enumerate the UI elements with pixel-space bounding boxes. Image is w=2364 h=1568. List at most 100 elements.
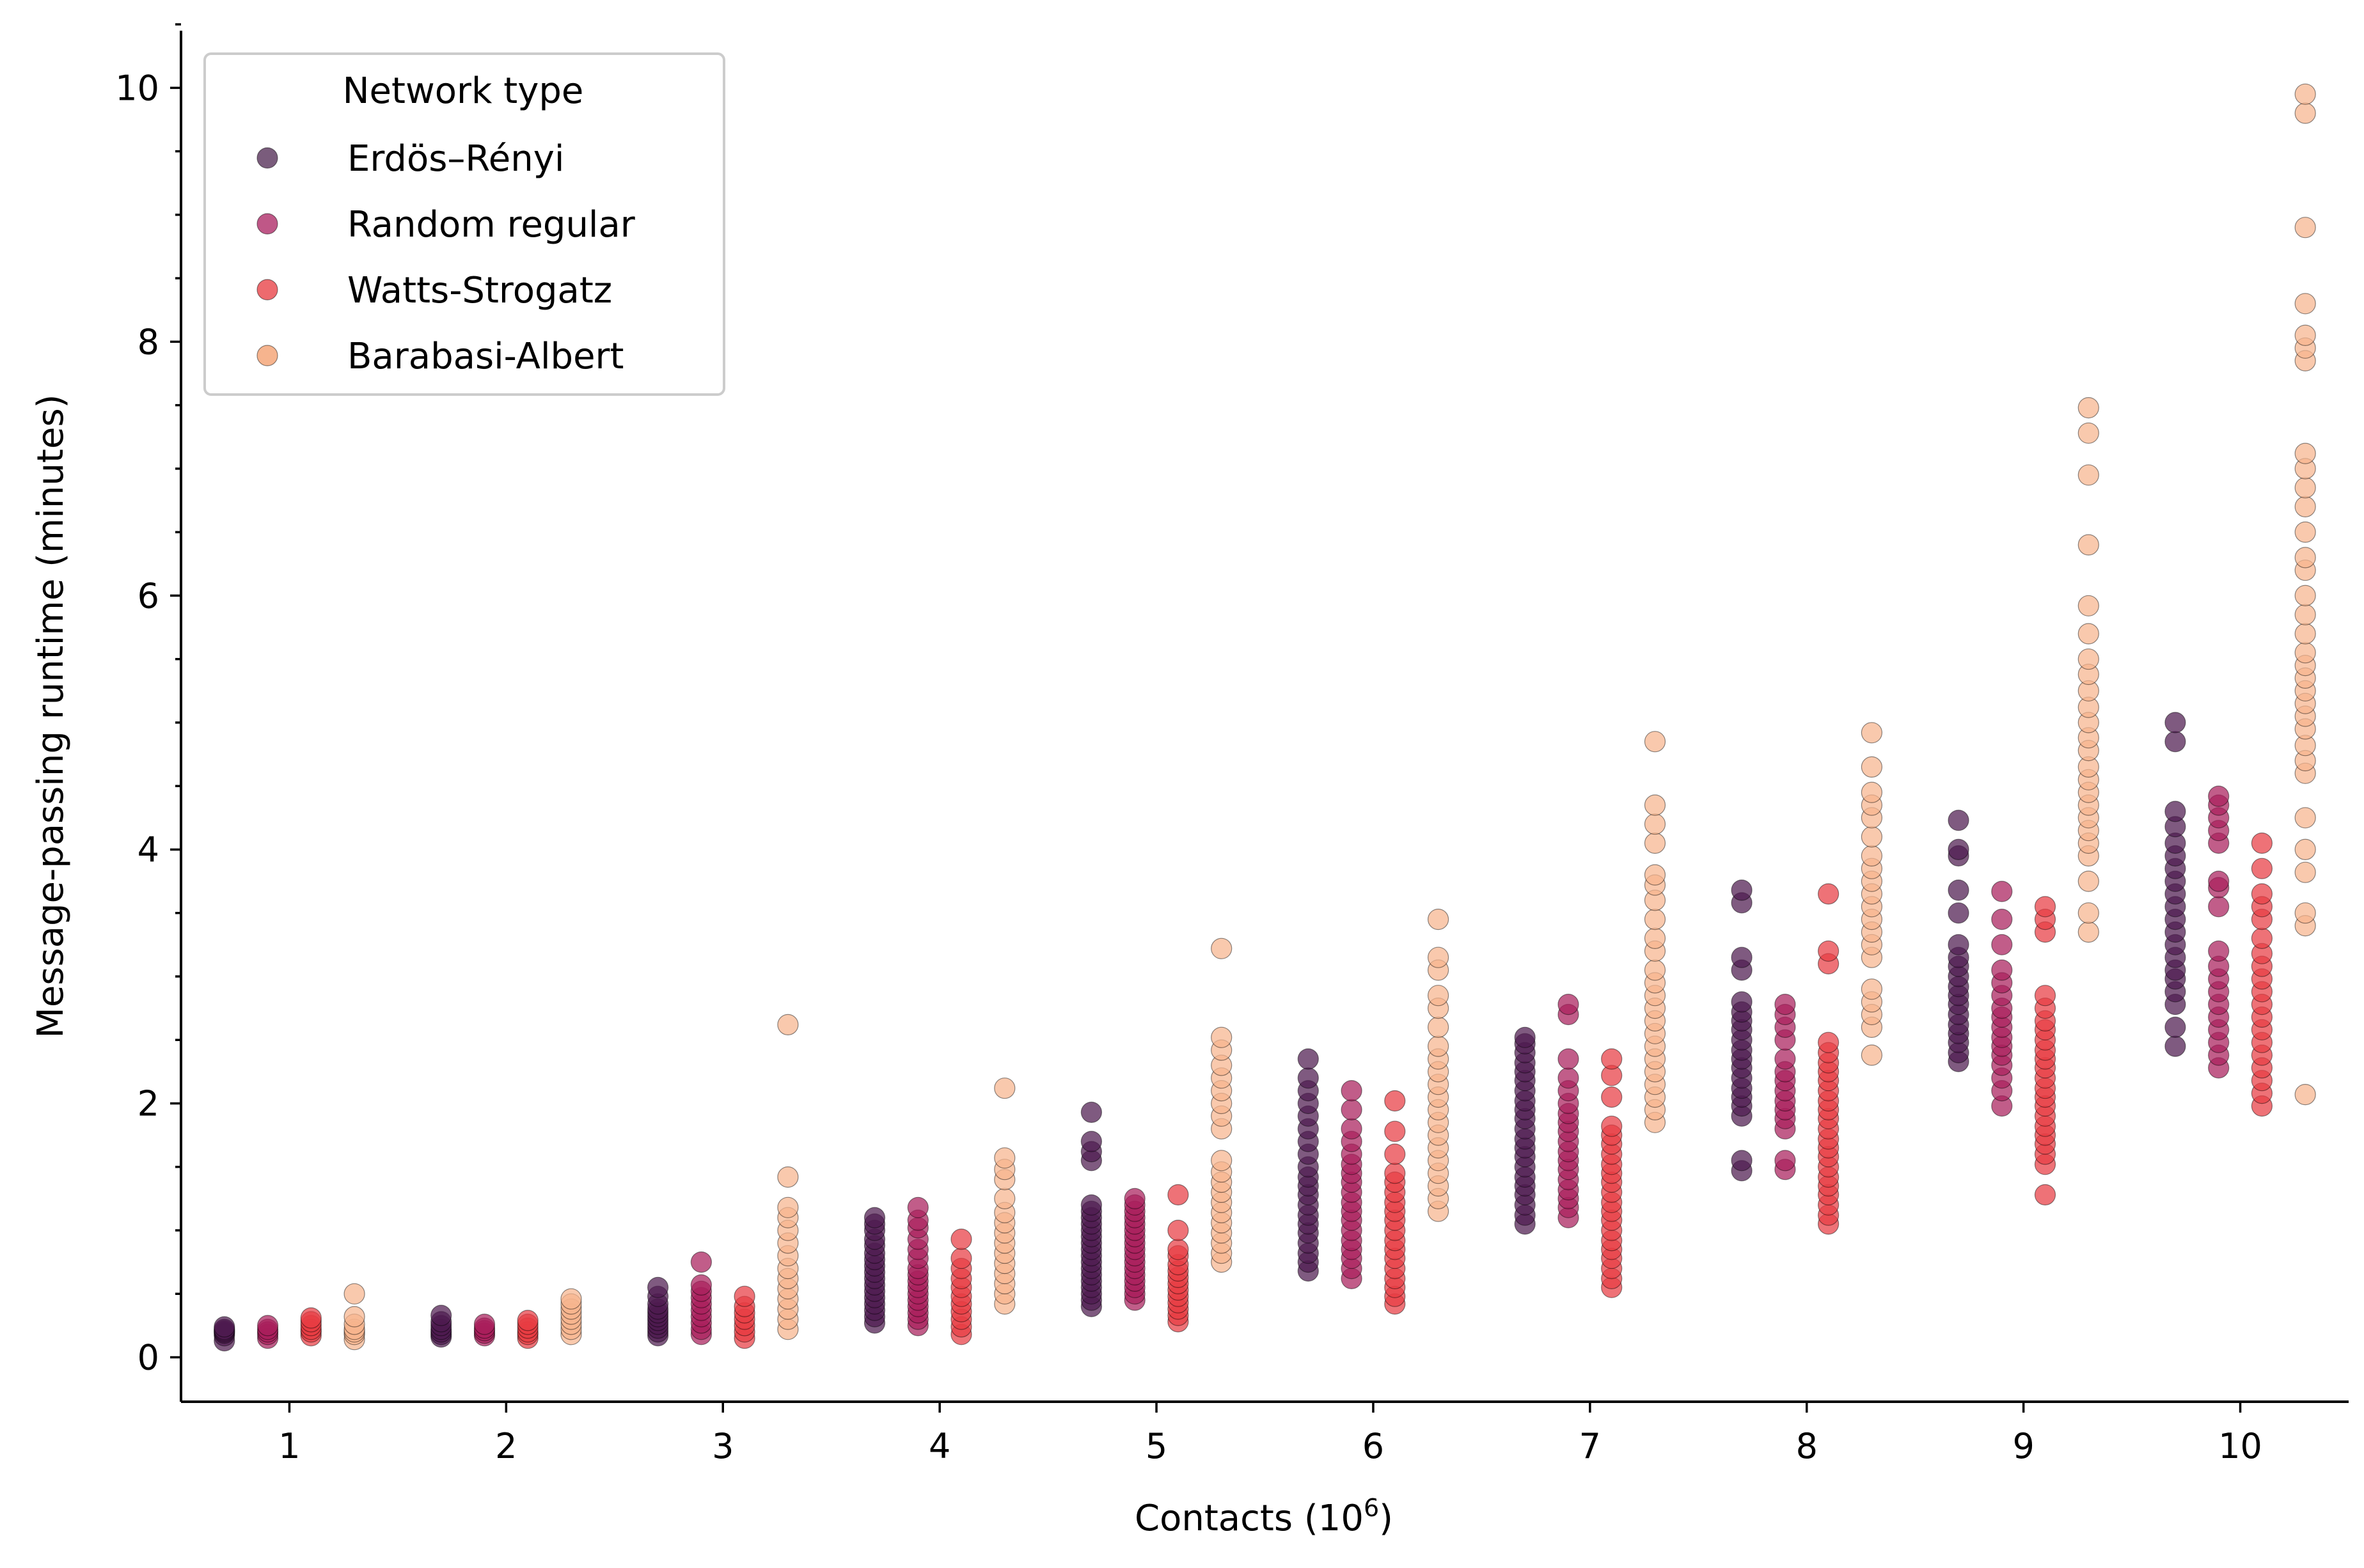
data-point — [1341, 1118, 1362, 1140]
data-point — [2034, 985, 2056, 1007]
data-point — [1774, 1150, 1796, 1172]
data-point — [2077, 648, 2099, 670]
data-point — [1167, 1184, 1189, 1206]
x-tick-label: 10 — [2218, 1426, 2262, 1466]
data-point — [2294, 642, 2316, 664]
data-point — [2251, 858, 2273, 879]
data-point — [863, 1207, 886, 1228]
legend-label: Erdös–Rényi — [347, 138, 564, 180]
data-point — [1731, 879, 1753, 901]
data-point — [2294, 324, 2316, 347]
series-barabasi-albert — [343, 83, 2316, 1351]
legend-marker — [256, 279, 278, 301]
data-point — [734, 1285, 755, 1307]
data-point — [1861, 722, 1882, 744]
data-point — [560, 1288, 582, 1310]
data-point — [2077, 422, 2099, 444]
data-point — [2294, 807, 2316, 829]
y-tick-label: 0 — [138, 1338, 159, 1378]
data-point — [1297, 1067, 1319, 1089]
data-point — [2164, 1016, 2186, 1039]
data-point — [1818, 1031, 1840, 1053]
data-point — [994, 1078, 1016, 1099]
data-point — [1428, 1035, 1449, 1057]
data-point — [2077, 464, 2099, 486]
data-point — [777, 1166, 799, 1188]
data-point — [1774, 993, 1796, 1015]
legend: Network type Erdös–Rényi Random regular Wa… — [203, 52, 725, 396]
series-random-regular — [257, 785, 2230, 1349]
data-point — [1341, 1079, 1362, 1102]
data-point — [1644, 731, 1666, 753]
data-point — [2294, 902, 2316, 924]
x-tick-label: 7 — [1579, 1426, 1601, 1466]
x-tick-label: 1 — [278, 1426, 300, 1466]
data-point — [2251, 927, 2273, 950]
x-tick-label: 4 — [929, 1426, 950, 1466]
data-point — [2294, 217, 2316, 239]
x-tick-label: 2 — [495, 1426, 517, 1466]
data-point — [2077, 534, 2099, 556]
data-point — [2294, 1083, 2316, 1106]
y-tick-label: 10 — [115, 68, 159, 108]
data-point — [1948, 838, 1969, 861]
data-point — [690, 1251, 713, 1273]
data-point — [1861, 781, 1882, 803]
data-point — [1601, 1086, 1623, 1108]
data-point — [1601, 1048, 1623, 1070]
data-point — [2077, 921, 2099, 943]
x-axis-title: Contacts (106) — [1135, 1494, 1393, 1539]
x-tick-label: 8 — [1796, 1426, 1818, 1466]
data-point — [2077, 396, 2099, 419]
y-axis-title: Message-passing runtime (minutes) — [30, 395, 72, 1039]
data-point — [2077, 623, 2099, 645]
data-point — [1080, 1131, 1103, 1152]
legend-marker — [256, 147, 278, 169]
data-point — [1384, 1120, 1406, 1142]
data-point — [2294, 521, 2316, 543]
data-point — [1948, 902, 1969, 924]
data-point — [2034, 896, 2056, 918]
data-point — [1818, 883, 1840, 905]
data-point — [994, 1188, 1016, 1210]
data-point — [1991, 881, 2013, 902]
data-point — [1731, 991, 1753, 1013]
series-watts-strogatz — [300, 832, 2273, 1349]
data-point — [2294, 83, 2316, 105]
data-point — [1167, 1219, 1189, 1241]
data-point — [1644, 927, 1666, 950]
legend-item-random-regular: Random regular — [256, 204, 636, 246]
data-point — [647, 1276, 669, 1298]
x-tick-label: 3 — [712, 1426, 734, 1466]
data-point — [2294, 102, 2316, 124]
x-tick-label: 6 — [1362, 1426, 1384, 1466]
data-point — [1948, 934, 1969, 955]
legend-items: Erdös–Rényi Random regular Watts-Strogatz B… — [256, 138, 636, 377]
data-point — [1991, 934, 2013, 955]
y-tick-label: 2 — [138, 1083, 159, 1124]
data-point — [2294, 293, 2316, 315]
data-point — [1948, 879, 1969, 901]
data-point — [1167, 1239, 1189, 1260]
data-point — [994, 1147, 1016, 1169]
data-point — [2208, 896, 2230, 918]
data-point — [2077, 595, 2099, 616]
legend-title: Network type — [343, 70, 584, 112]
x-axis-ticks: 1 2 3 4 5 6 7 8 9 10 — [278, 1402, 2262, 1466]
data-point — [1644, 908, 1666, 930]
legend-label: Watts-Strogatz — [347, 270, 612, 311]
x-tick-label: 9 — [2012, 1426, 2034, 1466]
y-tick-label: 4 — [138, 829, 159, 870]
data-point — [2164, 731, 2186, 753]
data-point — [517, 1310, 539, 1331]
data-point — [2294, 584, 2316, 607]
data-point — [2294, 838, 2316, 861]
data-point — [1644, 864, 1666, 886]
data-point — [1557, 1048, 1579, 1070]
data-point — [950, 1228, 972, 1250]
data-point — [473, 1313, 496, 1335]
data-point — [2077, 870, 2099, 892]
data-point — [1428, 985, 1449, 1007]
data-point — [300, 1307, 322, 1329]
data-point — [1384, 1163, 1406, 1184]
